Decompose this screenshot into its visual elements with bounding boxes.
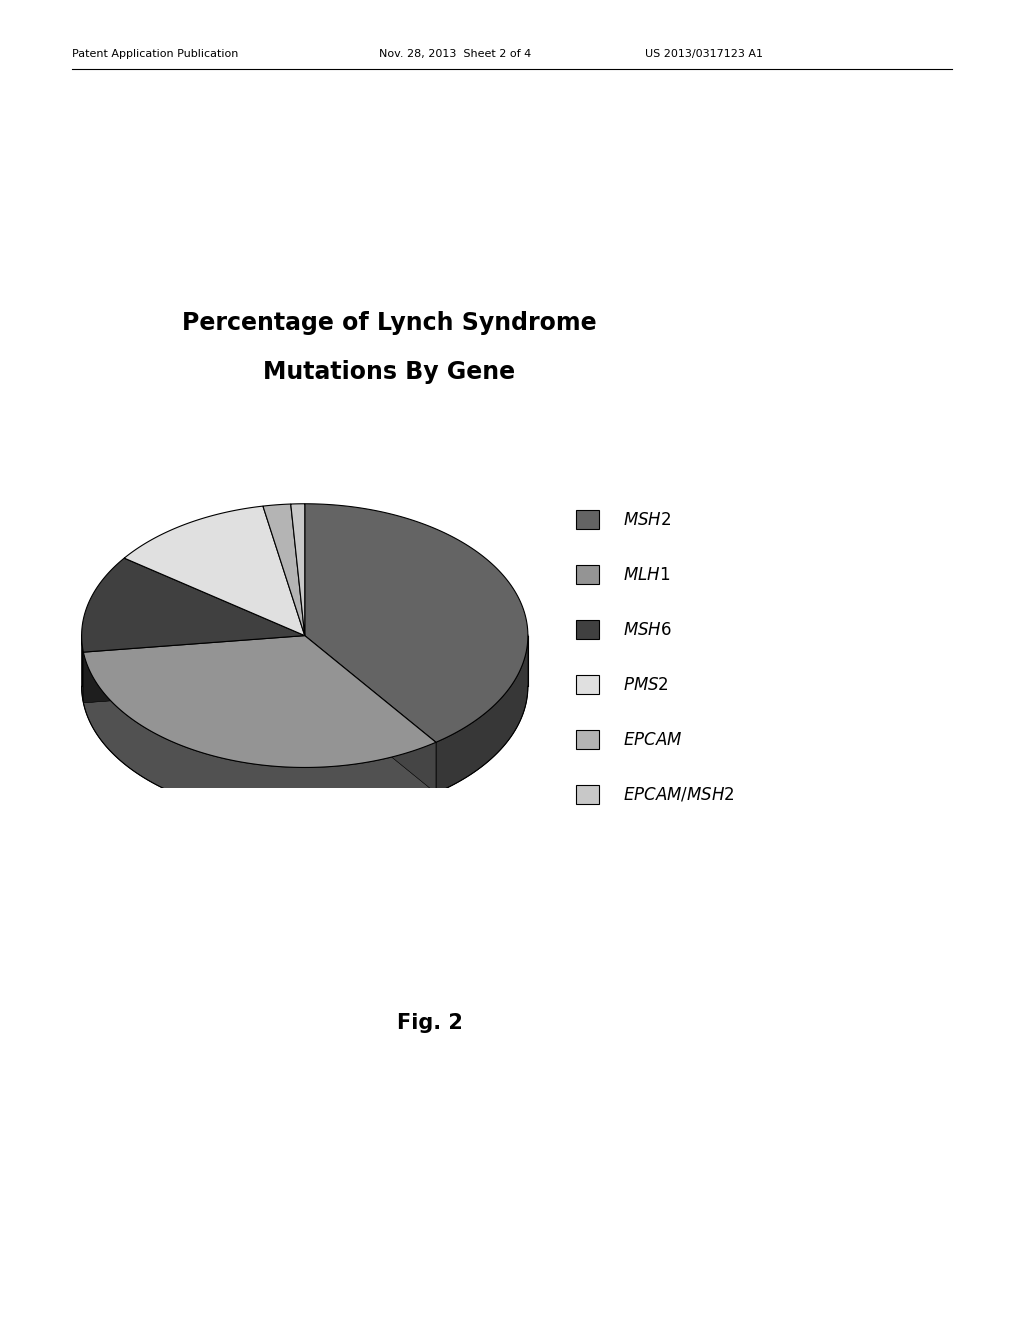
Bar [577, 510, 599, 529]
Bar [577, 565, 599, 585]
Polygon shape [83, 652, 436, 818]
Text: Fig. 2: Fig. 2 [397, 1012, 463, 1034]
Text: Percentage of Lynch Syndrome: Percentage of Lynch Syndrome [182, 312, 596, 335]
Polygon shape [82, 558, 305, 652]
Polygon shape [263, 504, 305, 636]
Polygon shape [82, 635, 83, 702]
Polygon shape [305, 636, 436, 793]
Polygon shape [83, 636, 305, 702]
Bar [577, 620, 599, 639]
Polygon shape [291, 504, 305, 636]
Text: Mutations By Gene: Mutations By Gene [263, 360, 515, 384]
Polygon shape [124, 506, 305, 636]
Text: Nov. 28, 2013  Sheet 2 of 4: Nov. 28, 2013 Sheet 2 of 4 [379, 49, 531, 59]
Text: $\mathit{PMS2}$: $\mathit{PMS2}$ [623, 676, 669, 694]
Text: $\mathit{EPCAM}$: $\mathit{EPCAM}$ [623, 731, 682, 748]
Text: Patent Application Publication: Patent Application Publication [72, 49, 238, 59]
Bar [577, 785, 599, 804]
Bar [577, 676, 599, 694]
Polygon shape [305, 636, 436, 793]
Text: US 2013/0317123 A1: US 2013/0317123 A1 [645, 49, 763, 59]
Text: $\mathit{EPCAM/MSH2}$: $\mathit{EPCAM/MSH2}$ [623, 785, 734, 804]
Polygon shape [83, 636, 436, 767]
Polygon shape [305, 504, 528, 742]
Polygon shape [436, 635, 528, 793]
Bar [577, 730, 599, 750]
Polygon shape [83, 636, 305, 702]
Text: $\mathit{MSH6}$: $\mathit{MSH6}$ [623, 620, 672, 639]
Text: $\mathit{MLH1}$: $\mathit{MLH1}$ [623, 566, 670, 583]
Polygon shape [82, 636, 528, 818]
Text: $\mathit{MSH2}$: $\mathit{MSH2}$ [623, 511, 671, 529]
